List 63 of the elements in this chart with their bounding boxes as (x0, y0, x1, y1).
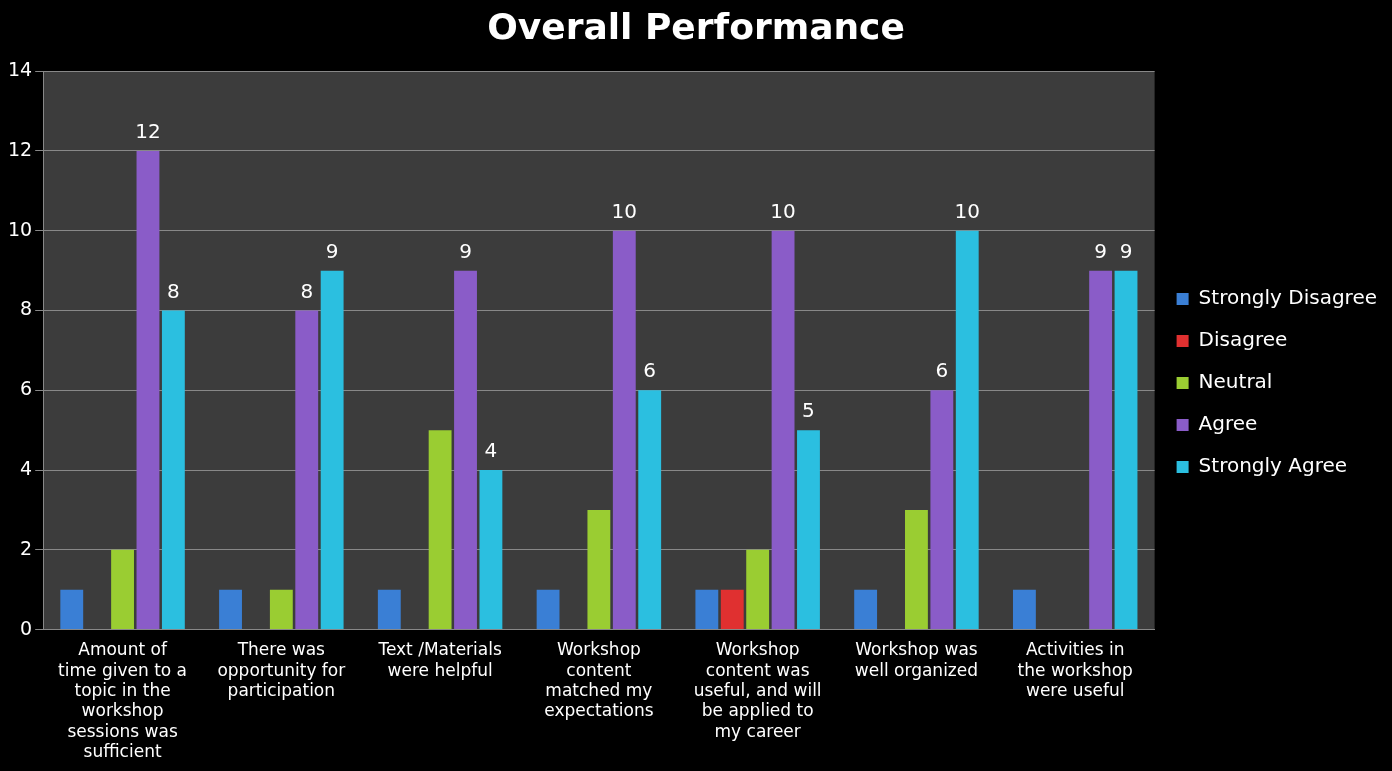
data-label: 9 (1119, 238, 1133, 263)
data-label: 6 (643, 358, 657, 383)
bar (720, 589, 744, 630)
x-tick-label: Workshop was well organized (854, 639, 979, 680)
data-label: 8 (300, 278, 314, 303)
bar (161, 310, 185, 630)
legend-label: Agree (1198, 411, 1258, 436)
data-label: 6 (935, 358, 949, 383)
data-label: 5 (802, 398, 815, 423)
y-tick-label: 6 (20, 377, 33, 400)
y-tick-label: 8 (20, 297, 33, 320)
y-tick-label: 12 (7, 137, 33, 160)
bar (536, 589, 560, 630)
bar (428, 430, 452, 630)
bar (1114, 270, 1138, 630)
bar (638, 390, 662, 630)
bar (695, 589, 719, 630)
y-tick-label: 4 (20, 456, 33, 479)
data-label: 9 (1094, 238, 1107, 263)
bar (797, 430, 820, 630)
legend-label: Disagree (1198, 327, 1288, 352)
y-tick-label: 0 (20, 616, 33, 639)
data-label: 9 (325, 238, 339, 263)
x-tick-label: Activities in the workshop were useful (1017, 639, 1133, 701)
bar (1012, 589, 1036, 630)
y-tick-label: 10 (7, 217, 33, 240)
legend-label: Neutral (1198, 369, 1273, 394)
y-tick-label: 14 (7, 58, 33, 81)
bar (771, 230, 795, 630)
bar (930, 390, 954, 630)
bar (136, 150, 160, 630)
bar (587, 509, 611, 630)
legend-label: Strongly Disagree (1198, 285, 1378, 310)
legend-label: Strongly Agree (1198, 453, 1348, 478)
data-label: 10 (770, 198, 796, 223)
bar (479, 470, 503, 630)
x-tick-label: Amount of time given to a topic in the workshop sessions was sufficient (58, 639, 188, 762)
bar (854, 589, 878, 630)
data-label: 10 (954, 198, 980, 223)
bar (612, 230, 636, 630)
x-tick-label: There was opportunity for participation (217, 639, 346, 701)
y-tick-label: 2 (20, 536, 33, 559)
bar (377, 589, 401, 630)
bar (905, 509, 928, 630)
bar (1089, 270, 1113, 630)
data-label: 9 (459, 238, 472, 263)
bar (320, 270, 344, 630)
bar (269, 589, 293, 630)
bar (219, 589, 242, 630)
bar (111, 549, 134, 630)
bar (955, 230, 979, 630)
bar (60, 589, 84, 630)
data-label: 8 (167, 278, 180, 303)
bar (295, 310, 319, 630)
x-tick-label: Workshop content was useful, and will be applied to my career (693, 639, 822, 741)
data-label: 10 (611, 198, 638, 223)
bar (746, 549, 770, 630)
data-label: 12 (135, 119, 161, 144)
x-tick-label: Text /Materials were helpful (377, 639, 502, 680)
data-label: 4 (484, 438, 498, 463)
bar (454, 270, 477, 630)
chart-title: Overall Performance (487, 5, 905, 47)
x-tick-label: Workshop content matched my expectations (544, 639, 654, 721)
